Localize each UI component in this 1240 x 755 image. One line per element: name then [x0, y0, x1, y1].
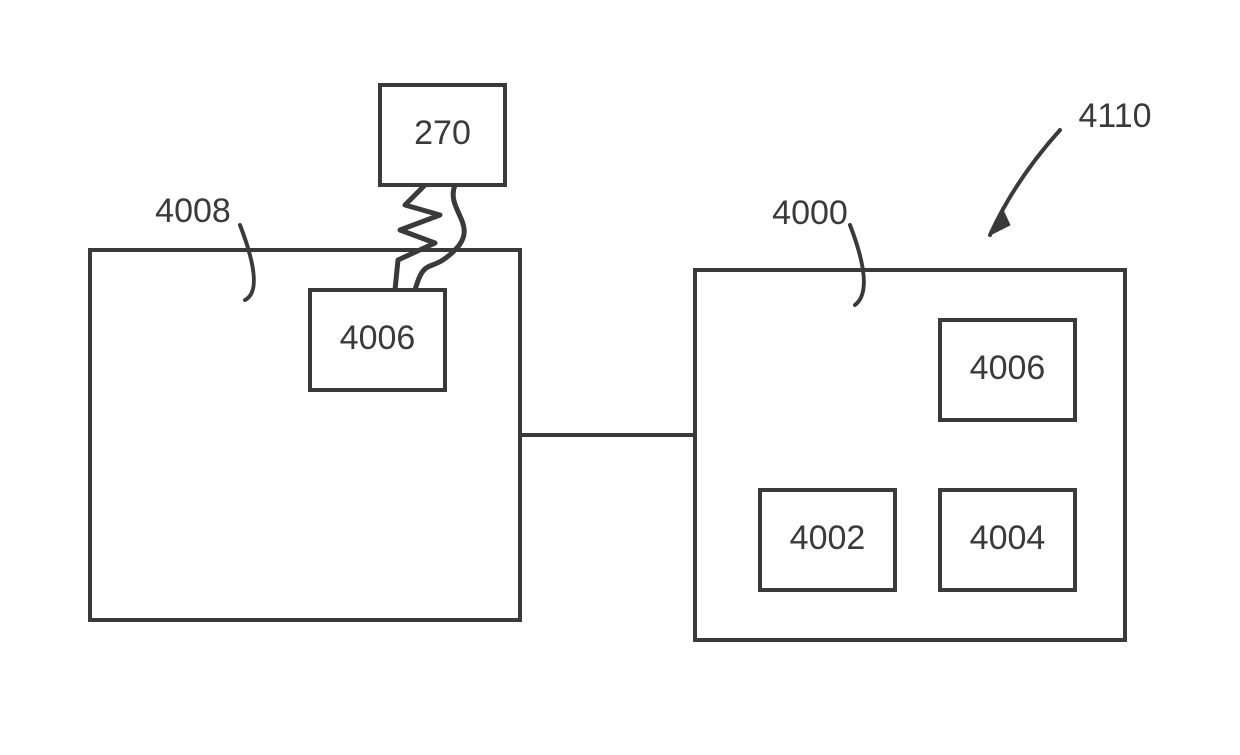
leader-4000	[850, 225, 864, 305]
box-4008	[90, 250, 520, 620]
label-4110: 4110	[1078, 97, 1151, 135]
diagram-canvas: 270 4006 4006 4002 4004 4008 4000 4110	[0, 0, 1240, 755]
leader-4110-arrowhead	[990, 208, 1010, 235]
label-4006-right: 4006	[970, 349, 1046, 387]
label-270: 270	[414, 114, 471, 152]
label-4000: 4000	[772, 194, 848, 232]
label-4002: 4002	[790, 519, 866, 557]
wire-zigzag	[395, 185, 440, 290]
label-4004: 4004	[970, 519, 1046, 557]
label-4008: 4008	[155, 192, 231, 230]
label-4006-left: 4006	[340, 319, 416, 357]
leader-4008	[240, 225, 254, 300]
